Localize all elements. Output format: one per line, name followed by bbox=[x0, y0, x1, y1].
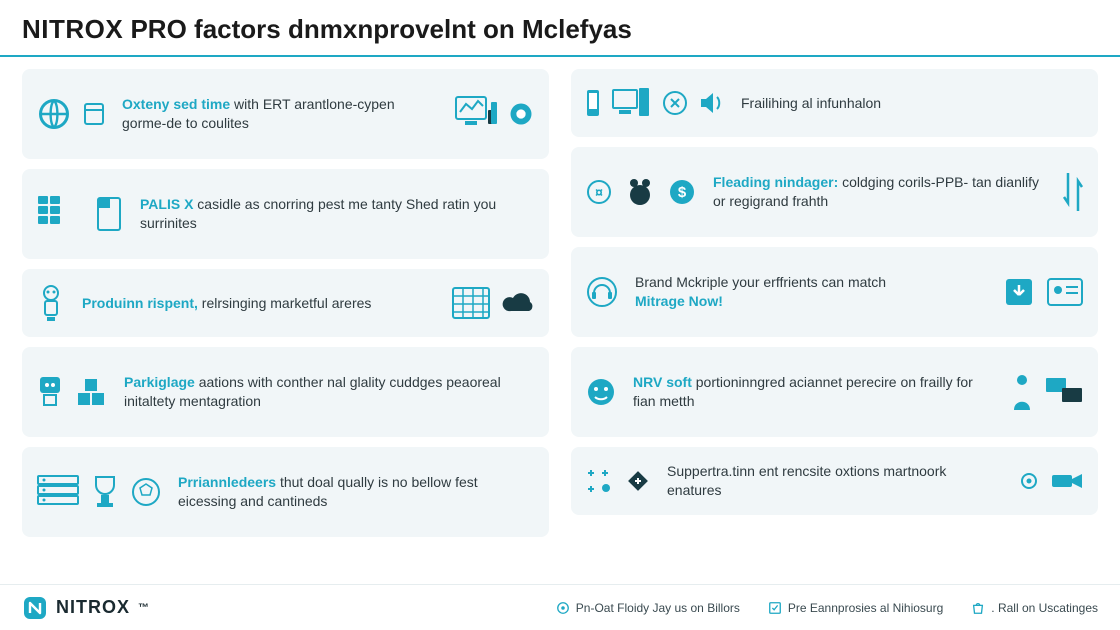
badge-gear-icon bbox=[507, 100, 535, 128]
download-box-icon bbox=[1002, 275, 1036, 309]
person-icon bbox=[1010, 372, 1034, 412]
footer-logo: NITROX™ bbox=[22, 595, 150, 621]
plus-grid-icon bbox=[585, 466, 615, 496]
card-grid: Oxteny sed time with ERT arantlone-cypen… bbox=[0, 57, 1120, 545]
right-column: Frailihing al infunhalon ¤ $ Fleading ni… bbox=[571, 69, 1098, 537]
icon-cluster bbox=[36, 283, 66, 323]
coin-circle-icon: ¤ bbox=[585, 178, 613, 206]
monitor-chart-icon bbox=[453, 94, 497, 134]
card-text: Suppertra.tinn ent rencsite oxtions mart… bbox=[667, 462, 1002, 500]
card-text: Oxteny sed time with ERT arantlone-cypen… bbox=[122, 95, 437, 133]
card-text: NRV soft portioninngred aciannet perecir… bbox=[633, 373, 994, 411]
card-right-1: Frailihing al infunhalon bbox=[571, 69, 1098, 137]
desktop-tower-icon bbox=[611, 84, 651, 122]
logo-badge-icon bbox=[22, 595, 48, 621]
footer: NITROX™ Pn-Oat Floidy Jay us on Billors … bbox=[0, 584, 1120, 630]
headset-circle-icon bbox=[585, 275, 619, 309]
icon-cluster bbox=[585, 466, 651, 496]
card-right-4: NRV soft portioninngred aciannet perecir… bbox=[571, 347, 1098, 437]
bot-box-icon bbox=[36, 375, 64, 409]
face-circle-icon bbox=[585, 376, 617, 408]
icon-cluster bbox=[585, 275, 619, 309]
icon-cluster bbox=[1018, 469, 1084, 493]
icon-cluster bbox=[1010, 372, 1084, 412]
footer-item-3: . Rall on Uscatinges bbox=[971, 601, 1098, 615]
globe-icon bbox=[36, 96, 72, 132]
calendar-box-icon bbox=[82, 100, 106, 128]
mitrage-link[interactable]: Mitrage Now! bbox=[635, 293, 723, 309]
chip-grid-icon bbox=[36, 194, 84, 234]
phone-icon bbox=[585, 88, 601, 118]
card-text: Frailihing al infunhalon bbox=[741, 94, 1084, 113]
speaker-icon bbox=[699, 91, 725, 115]
icon-cluster bbox=[451, 284, 535, 322]
card-text: Prriannledeers thut doal qually is no be… bbox=[178, 473, 535, 511]
doc-flag-icon bbox=[94, 194, 124, 234]
icon-cluster bbox=[585, 376, 617, 408]
calendar-grid-icon bbox=[451, 284, 491, 322]
server-rack-icon bbox=[36, 472, 80, 512]
screens-icon bbox=[1044, 374, 1084, 410]
boxes-stack-icon bbox=[74, 375, 108, 409]
card-left-3: Produinn rispent, relrsinging marketful … bbox=[22, 269, 549, 337]
card-left-5: Prriannledeers thut doal qually is no be… bbox=[22, 447, 549, 537]
gear-small-icon bbox=[1018, 470, 1040, 492]
icon-cluster bbox=[453, 94, 535, 134]
footer-item-1: Pn-Oat Floidy Jay us on Billors bbox=[556, 601, 740, 615]
target-icon bbox=[556, 601, 570, 615]
card-left-1: Oxteny sed time with ERT arantlone-cypen… bbox=[22, 69, 549, 159]
card-right-2: ¤ $ Fleading nindager: coldging corils-P… bbox=[571, 147, 1098, 237]
icon-cluster bbox=[1002, 275, 1084, 309]
card-right-3: Brand Mckriple your erffrients can match… bbox=[571, 247, 1098, 337]
swap-diamond-icon bbox=[625, 468, 651, 494]
x-bubble-icon bbox=[661, 89, 689, 117]
left-column: Oxteny sed time with ERT arantlone-cypen… bbox=[22, 69, 549, 537]
bag-icon bbox=[971, 601, 985, 615]
arrow-swap-icon bbox=[1062, 167, 1084, 217]
cam-tube-icon bbox=[1050, 469, 1084, 493]
header: NITROX PRO factors dnmxnprovelnt on Mcle… bbox=[0, 0, 1120, 55]
title-brand: NITROX bbox=[22, 14, 123, 44]
icon-cluster bbox=[36, 375, 108, 409]
soccer-icon bbox=[130, 476, 162, 508]
dollar-seal-icon: $ bbox=[667, 177, 697, 207]
icon-cluster bbox=[36, 194, 124, 234]
card-left-2: PALIS X casidle as cnorring pest me tant… bbox=[22, 169, 549, 259]
icon-cluster bbox=[585, 84, 725, 122]
card-left-4: Parkiglage aations with conther nal glal… bbox=[22, 347, 549, 437]
page-title: NITROX PRO factors dnmxnprovelnt on Mcle… bbox=[22, 14, 1098, 45]
card-text: PALIS X casidle as cnorring pest me tant… bbox=[140, 195, 535, 233]
title-tail: on Mclefyas bbox=[483, 14, 632, 44]
check-square-icon bbox=[768, 601, 782, 615]
title-garble: dnmxnprovelnt bbox=[288, 14, 476, 44]
icon-cluster: ¤ $ bbox=[585, 175, 697, 209]
card-text: Fleading nindager: coldging corils-PPB- … bbox=[713, 173, 1054, 211]
cloud-icon bbox=[501, 291, 535, 315]
robot-icon bbox=[36, 283, 66, 323]
card-text: Produinn rispent, relrsinging marketful … bbox=[82, 294, 435, 313]
icon-cluster bbox=[36, 472, 162, 512]
contact-card-icon bbox=[1046, 277, 1084, 307]
card-text: Parkiglage aations with conther nal glal… bbox=[124, 373, 535, 411]
footer-item-2: Pre Eannprosies al Nihiosurg bbox=[768, 601, 943, 615]
bug-globe-icon bbox=[623, 175, 657, 209]
card-text: Brand Mckriple your erffrients can match… bbox=[635, 273, 986, 311]
card-right-5: Suppertra.tinn ent rencsite oxtions mart… bbox=[571, 447, 1098, 515]
title-sub: PRO bbox=[130, 14, 186, 44]
svg-text:$: $ bbox=[678, 184, 687, 201]
title-mid: factors bbox=[194, 14, 281, 44]
svg-text:¤: ¤ bbox=[595, 184, 603, 200]
icon-cluster bbox=[36, 96, 106, 132]
trophy-icon bbox=[90, 473, 120, 511]
